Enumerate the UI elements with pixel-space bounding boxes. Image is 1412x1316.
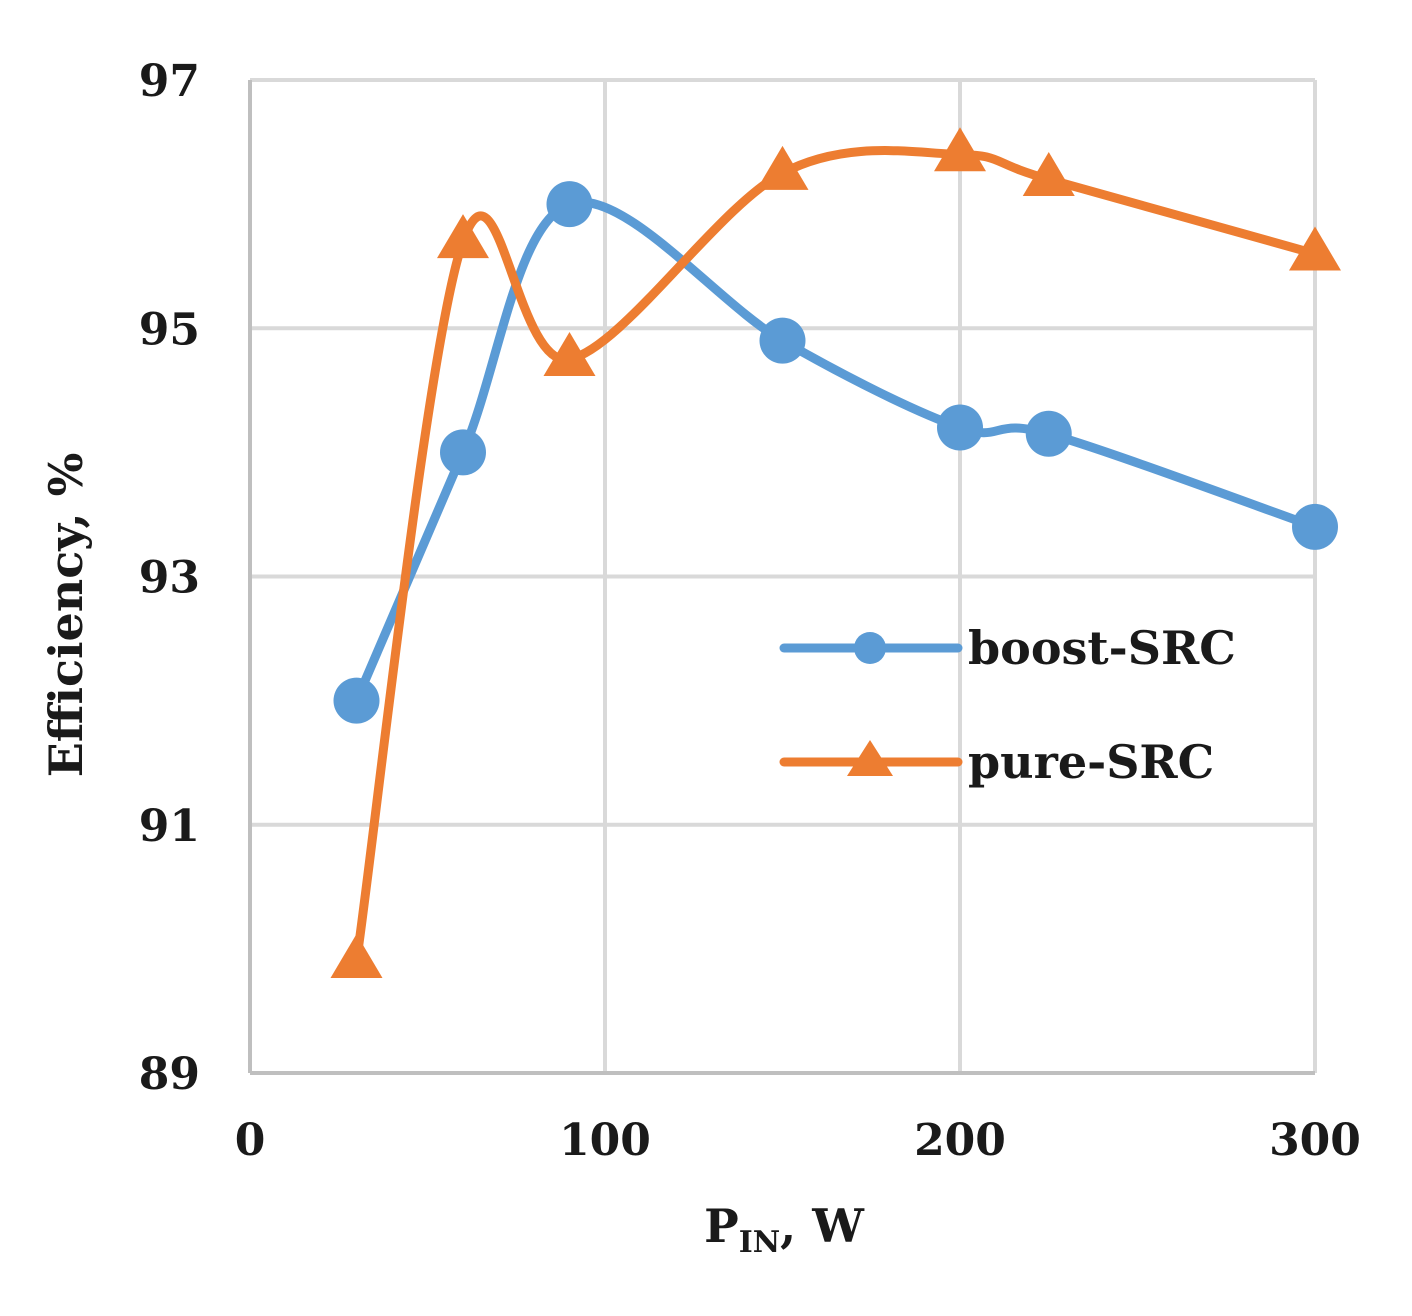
y-tick-label-91: 91 xyxy=(139,801,200,852)
legend-label-pure-src: pure-SRC xyxy=(968,735,1214,789)
x-axis-title-unit: , W xyxy=(780,1199,865,1253)
legend-marker-boost-src xyxy=(854,632,886,664)
axes xyxy=(248,80,1315,1075)
y-axis-title: Efficiency, % xyxy=(39,453,93,778)
data-point-boost-src-150[interactable] xyxy=(759,317,806,364)
data-point-boost-src-300[interactable] xyxy=(1292,503,1338,550)
grid xyxy=(250,78,1317,1075)
legend: boost-SRC pure-SRC xyxy=(779,621,1236,789)
data-point-pure-src-30[interactable] xyxy=(330,934,383,979)
data-point-pure-src-300[interactable] xyxy=(1289,226,1341,271)
series-boost-src xyxy=(333,181,1338,724)
data-point-pure-src-200[interactable] xyxy=(934,127,986,172)
data-point-boost-src-225[interactable] xyxy=(1025,410,1072,457)
y-tick-label-95: 95 xyxy=(139,304,200,355)
y-tick-label-97: 97 xyxy=(139,56,200,107)
data-point-pure-src-225[interactable] xyxy=(1022,152,1075,197)
data-point-boost-src-30[interactable] xyxy=(333,677,380,724)
legend-label-boost-src: boost-SRC xyxy=(968,621,1236,675)
y-tick-label-89: 89 xyxy=(139,1049,200,1100)
data-point-boost-src-90[interactable] xyxy=(546,181,593,228)
legend-item-pure-src[interactable]: pure-SRC xyxy=(779,735,1214,789)
x-tick-label-0: 0 xyxy=(235,1115,266,1166)
x-tick-label-100: 100 xyxy=(559,1115,651,1166)
series-line-pure-src xyxy=(352,146,1320,966)
x-tick-label-300: 300 xyxy=(1269,1115,1361,1166)
x-axis-title: PIN, W xyxy=(704,1199,865,1260)
data-point-boost-src-60[interactable] xyxy=(440,429,486,476)
tick-labels: 89 91 93 95 97 0 100 200 300 xyxy=(139,56,1361,1166)
legend-marker-pure-src xyxy=(847,740,893,776)
data-point-boost-src-200[interactable] xyxy=(937,404,983,451)
data-point-pure-src-90[interactable] xyxy=(543,332,596,377)
x-axis-title-subscript: IN xyxy=(739,1225,780,1260)
legend-item-boost-src[interactable]: boost-SRC xyxy=(779,621,1236,675)
x-axis-title-main: P xyxy=(704,1199,739,1253)
data-point-pure-src-60[interactable] xyxy=(437,214,489,259)
x-tick-label-200: 200 xyxy=(914,1115,1006,1166)
data-point-pure-src-150[interactable] xyxy=(756,145,809,190)
series-pure-src xyxy=(330,127,1341,979)
series-layer xyxy=(330,127,1341,979)
y-tick-label-93: 93 xyxy=(139,553,200,604)
